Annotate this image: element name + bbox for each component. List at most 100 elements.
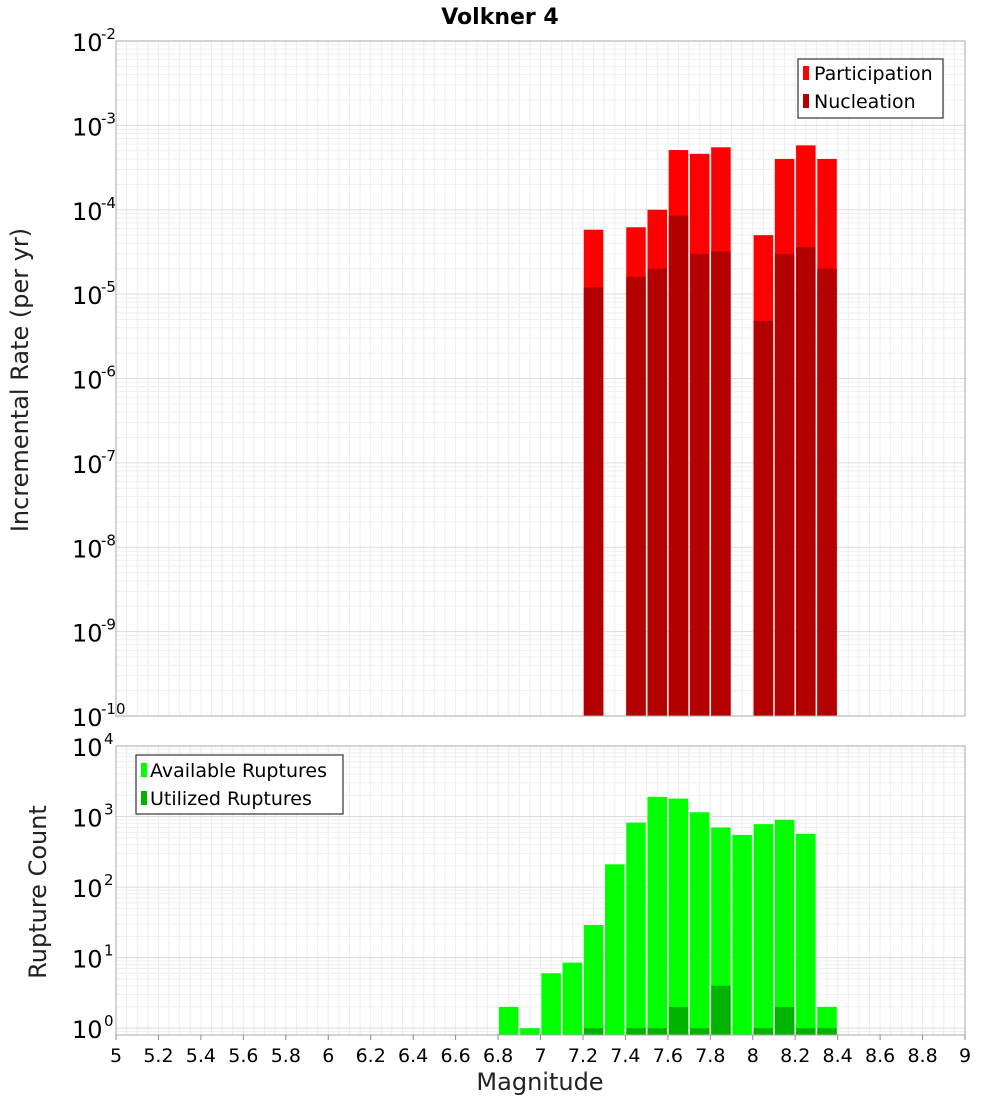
count-bar-b: [753, 1028, 774, 1035]
count-bars: [498, 796, 837, 1035]
y-tick-exponent: -4: [101, 194, 116, 212]
y-tick-exponent: -6: [101, 363, 116, 381]
y-tick-label: 10: [72, 282, 103, 310]
chart-title: Volkner 4: [441, 5, 559, 30]
x-tick-label: 8.2: [780, 1045, 810, 1067]
count-bar-a: [668, 798, 689, 1035]
x-tick-label: 7.6: [653, 1045, 683, 1067]
rate-bar-b: [753, 321, 774, 716]
count-bar-a: [732, 834, 752, 1035]
y-tick-exponent: 3: [104, 801, 114, 819]
x-axis-label: Magnitude: [476, 1068, 603, 1096]
y-tick-exponent: -10: [101, 700, 126, 718]
y-tick-label: 10: [72, 875, 103, 903]
x-tick-label: 8: [747, 1045, 759, 1067]
x-tick-label: 5.8: [271, 1045, 301, 1067]
count-legend: Available Ruptures Utilized Ruptures: [135, 754, 344, 815]
count-x-ticks: 5 5.2 5.4 5.6 5.8 6 6.2 6.4 6.6 6.8 7 7.2 7.4 7.6 7.8 8…: [110, 1035, 971, 1067]
count-bar-a: [562, 962, 583, 1035]
x-tick-label: 7.2: [568, 1045, 598, 1067]
y-tick-label: 10: [72, 1016, 103, 1044]
x-tick-label: 8.4: [823, 1045, 853, 1067]
y-tick-label: 10: [72, 734, 103, 762]
count-bar-b: [689, 1028, 710, 1035]
y-tick-exponent: -2: [101, 25, 116, 43]
count-legend-box: [135, 754, 344, 815]
count-bar-a: [647, 796, 667, 1035]
rate-bar-b: [774, 253, 795, 716]
y-tick-exponent: -9: [101, 616, 116, 634]
count-bar-b: [668, 1006, 689, 1035]
count-bar-a: [541, 973, 561, 1035]
legend-swatch-nucleation: [803, 94, 809, 108]
y-tick-label: 10: [72, 535, 103, 563]
x-tick-label: 9: [959, 1045, 971, 1067]
x-tick-label: 5.2: [143, 1045, 173, 1067]
count-bar-b: [817, 1028, 837, 1035]
count-bar-b: [796, 1028, 816, 1035]
x-tick-label: 7.8: [695, 1045, 725, 1067]
count-bar-a: [689, 812, 710, 1035]
count-bar-a: [711, 827, 731, 1035]
legend-swatch-participation: [803, 66, 809, 80]
count-bar-a: [796, 833, 816, 1035]
count-bar-a: [753, 824, 774, 1035]
rate-bar-b: [711, 251, 731, 716]
count-bar-b: [711, 985, 731, 1035]
legend-label-utilized: Utilized Ruptures: [150, 788, 312, 810]
x-tick-label: 5.6: [228, 1045, 258, 1067]
x-tick-label: 8.8: [907, 1045, 937, 1067]
rate-bar-b: [626, 276, 646, 716]
count-bar-b: [774, 1006, 795, 1035]
rate-bar-b: [689, 253, 710, 716]
y-tick-label: 10: [72, 946, 103, 974]
rate-bar-b: [647, 268, 667, 716]
count-bar-a: [520, 1028, 540, 1035]
y-tick-label: 10: [72, 367, 103, 395]
y-tick-exponent: -8: [101, 531, 116, 549]
y-tick-exponent: 4: [104, 730, 114, 748]
y-tick-exponent: 1: [104, 942, 114, 960]
y-tick-label: 10: [72, 704, 103, 732]
y-tick-exponent: 0: [104, 1012, 114, 1030]
x-tick-label: 7.4: [610, 1045, 640, 1067]
rate-bar-b: [583, 287, 604, 716]
legend-label-participation: Participation: [814, 63, 933, 85]
count-bar-a: [626, 822, 646, 1035]
y-tick-label: 10: [72, 198, 103, 226]
count-y-axis-label: Rupture Count: [24, 805, 52, 979]
y-tick-exponent: 2: [104, 871, 114, 889]
count-bar-a: [605, 864, 625, 1035]
y-tick-label: 10: [72, 620, 103, 648]
rate-bar-b: [668, 215, 689, 717]
y-tick-exponent: -5: [101, 278, 116, 296]
count-bar-b: [583, 1028, 604, 1035]
x-tick-label: 6.6: [440, 1045, 470, 1067]
count-bar-b: [626, 1028, 646, 1035]
y-tick-exponent: -7: [101, 447, 116, 465]
y-tick-exponent: -3: [101, 109, 116, 127]
rate-bar-b: [796, 247, 816, 716]
x-tick-label: 6.2: [356, 1045, 386, 1067]
count-bar-b: [647, 1028, 667, 1035]
rate-y-axis-label: Incremental Rate (per yr): [6, 228, 34, 532]
rate-plot-border: [115, 40, 966, 717]
count-bar-a: [774, 819, 795, 1035]
legend-label-nucleation: Nucleation: [814, 91, 916, 113]
x-tick-label: 8.6: [865, 1045, 895, 1067]
rate-legend: Participation Nucleation: [797, 58, 944, 119]
legend-label-available: Available Ruptures: [150, 760, 327, 782]
rate-bar-b: [817, 268, 837, 716]
rate-grid: [115, 41, 966, 717]
rate-legend-box: [797, 58, 944, 119]
legend-swatch-utilized: [141, 791, 147, 805]
x-tick-label: 6: [322, 1045, 334, 1067]
y-tick-label: 10: [72, 29, 103, 57]
y-tick-label: 10: [72, 451, 103, 479]
rate-bars: [583, 145, 837, 717]
y-tick-label: 10: [72, 805, 103, 833]
